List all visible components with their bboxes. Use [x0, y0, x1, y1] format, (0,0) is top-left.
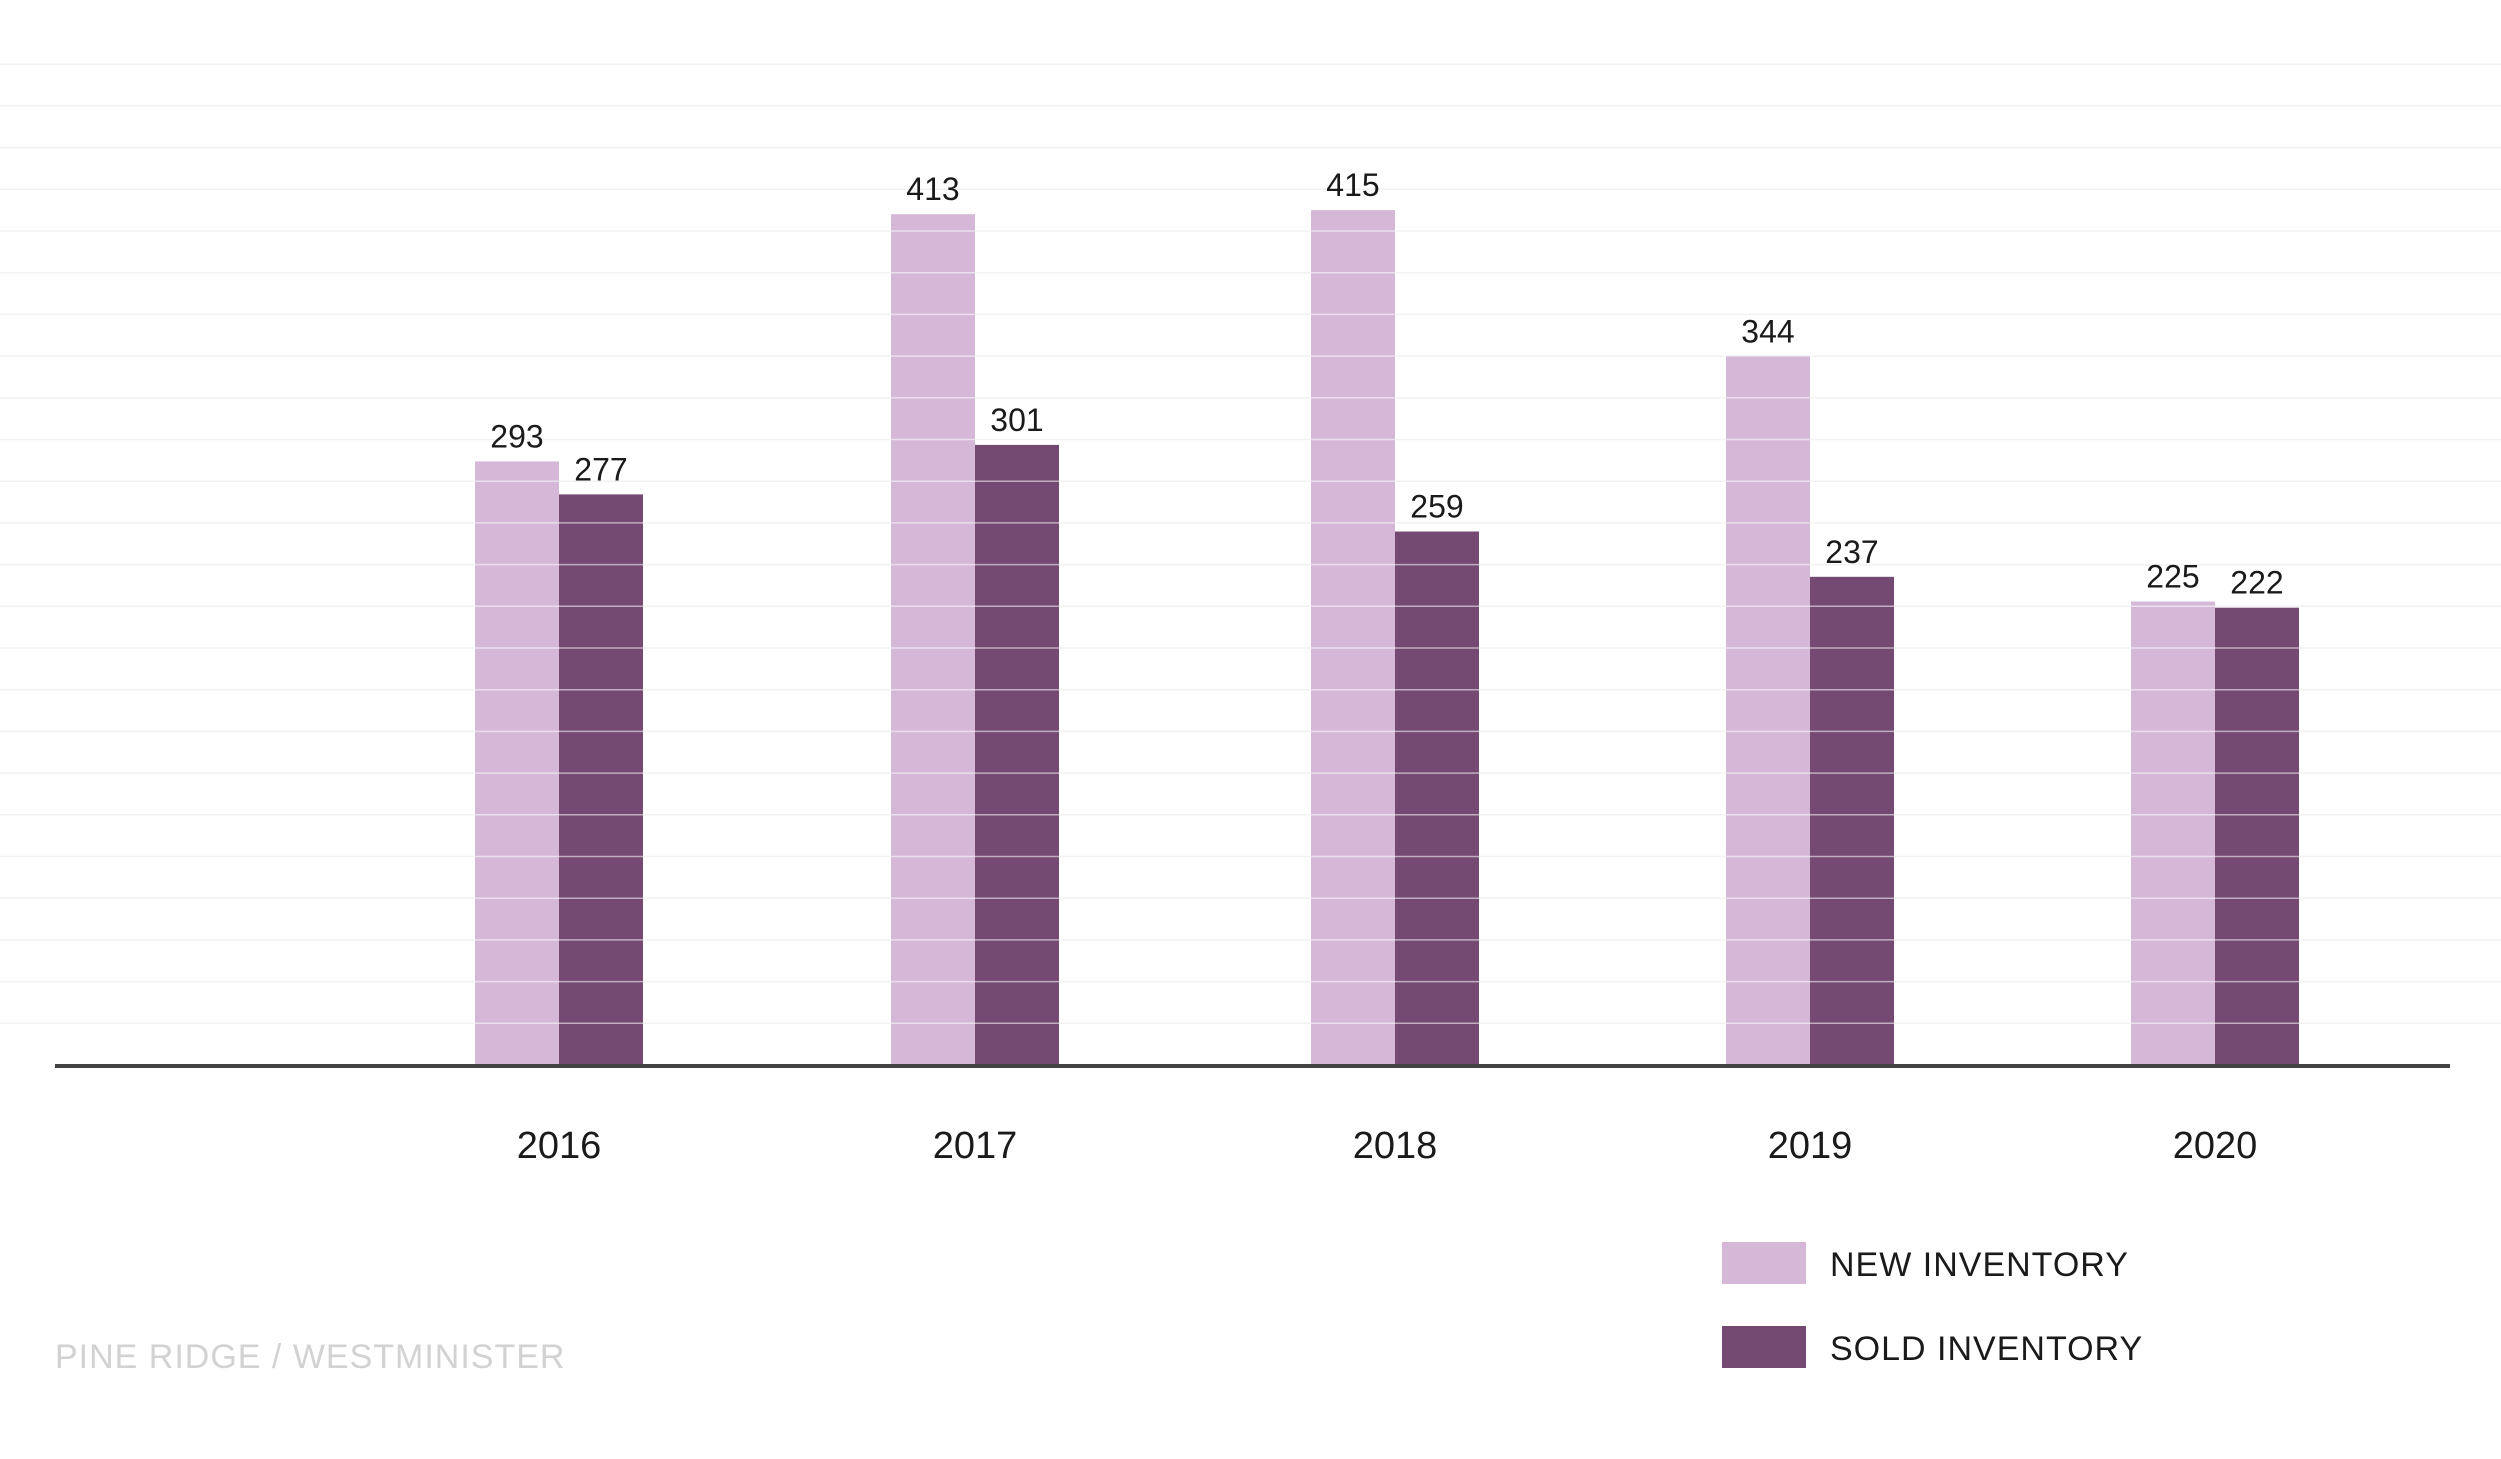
value-label-sold-inventory-2016: 277: [574, 451, 627, 487]
bar-sold-inventory-2018: [1395, 531, 1479, 1065]
value-label-new-inventory-2016: 293: [490, 418, 543, 454]
x-tick-label-2018: 2018: [1353, 1125, 1438, 1167]
value-label-new-inventory-2020: 225: [2146, 559, 2199, 595]
bar-new-inventory-2017: [891, 214, 975, 1065]
x-tick-labels: 2016 2017 2018 2019 2020: [517, 1125, 2258, 1167]
value-labels: 293 277 413 301 415 259 344 237 225 222: [490, 167, 2283, 601]
bars: [475, 210, 2299, 1066]
value-label-sold-inventory-2020: 222: [2230, 565, 2283, 601]
value-label-new-inventory-2017: 413: [906, 171, 959, 207]
value-label-sold-inventory-2017: 301: [990, 402, 1043, 438]
bar-new-inventory-2019: [1726, 356, 1810, 1065]
value-label-sold-inventory-2018: 259: [1410, 489, 1463, 525]
value-label-new-inventory-2019: 344: [1741, 313, 1794, 349]
legend-swatch-sold-inventory: [1722, 1326, 1806, 1368]
bar-new-inventory-2016: [475, 461, 559, 1065]
bar-sold-inventory-2020: [2215, 607, 2299, 1065]
value-label-new-inventory-2018: 415: [1326, 167, 1379, 203]
x-tick-label-2016: 2016: [517, 1125, 602, 1167]
value-label-sold-inventory-2019: 237: [1825, 534, 1878, 570]
x-tick-label-2017: 2017: [933, 1125, 1018, 1167]
bar-new-inventory-2018: [1311, 210, 1395, 1066]
bar-new-inventory-2020: [2131, 601, 2215, 1065]
bar-sold-inventory-2019: [1810, 576, 1894, 1065]
legend-label-sold-inventory: SOLD INVENTORY: [1830, 1330, 2143, 1368]
legend: NEW INVENTORY SOLD INVENTORY: [1722, 1242, 2143, 1368]
grid-lines: [0, 63, 2501, 1025]
legend-swatch-new-inventory: [1722, 1242, 1806, 1284]
x-tick-label-2019: 2019: [1768, 1125, 1853, 1167]
bar-sold-inventory-2016: [559, 494, 643, 1065]
footer-watermark: PINE RIDGE / WESTMINISTER: [55, 1338, 565, 1376]
bar-sold-inventory-2017: [975, 444, 1059, 1065]
x-tick-label-2020: 2020: [2173, 1125, 2258, 1167]
legend-label-new-inventory: NEW INVENTORY: [1830, 1246, 2129, 1284]
